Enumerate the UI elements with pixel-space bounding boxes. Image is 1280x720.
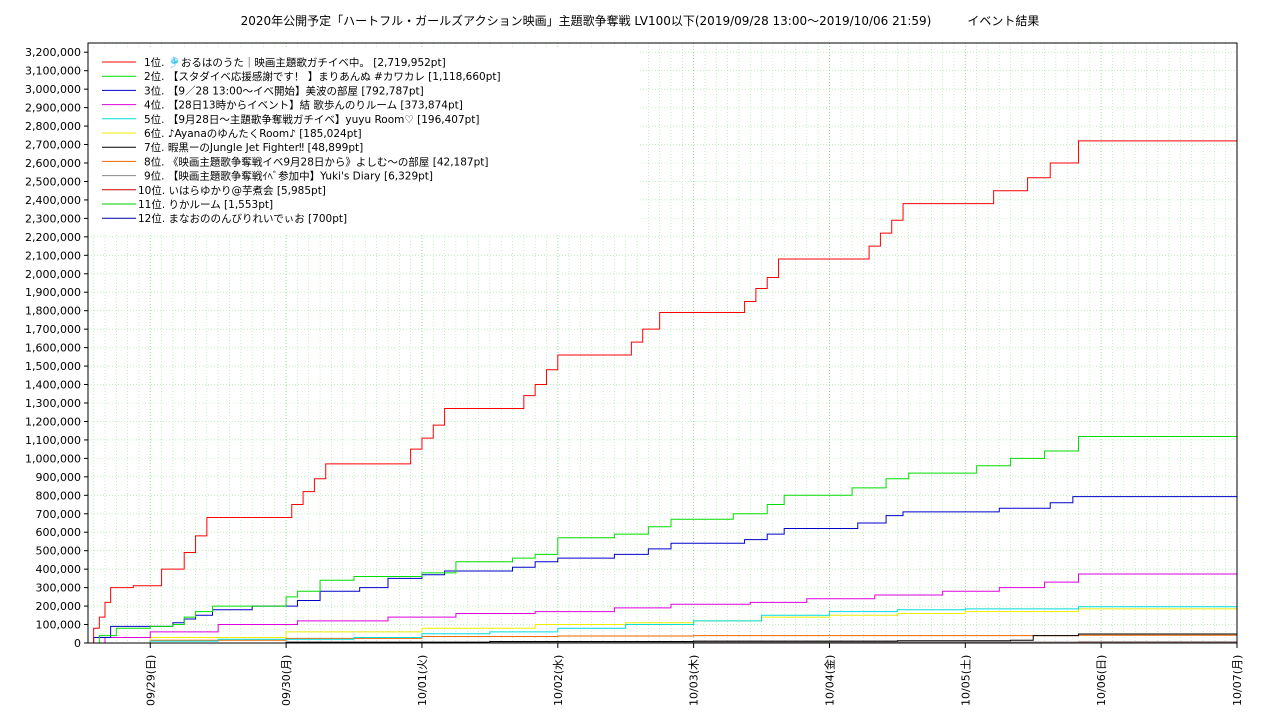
y-tick-label: 0 xyxy=(74,637,81,650)
series-line-6 xyxy=(88,608,1237,644)
legend-entry: 7位. 暇黒ーのJungle Jet Fighter‼ [48,899pt] xyxy=(144,141,363,154)
legend-entry: 9位. 【映画主題歌争奪戦ｲﾍﾞ参加中】Yuki's Diary [6,329p… xyxy=(144,170,433,183)
x-axis: 09/29(日) 09/30(月) 10/01(火) 10/02(水) 10/03(木)… xyxy=(144,643,1244,706)
x-tick-label: 09/30(月) xyxy=(280,655,293,706)
legend-entry: 1位. 🎐おるはのうた｜映画主題歌ガチイベ中。 [2,719,952pt] xyxy=(144,56,446,69)
y-tick-label: 1,900,000 xyxy=(25,286,81,299)
legend-entry: 10位. いはらゆかり@芋煮会 [5,985pt] xyxy=(138,184,326,197)
legend-entry: 4位. 【28日13時からイベント】結 歌歩んのりルーム [373,874pt] xyxy=(144,99,463,112)
y-tick-label: 700,000 xyxy=(36,508,82,521)
legend-entry: 12位. まなおののんびりれいでぃお [700pt] xyxy=(138,212,347,225)
series-line-2 xyxy=(88,435,1237,644)
y-tick-label: 3,100,000 xyxy=(25,65,81,78)
y-tick-label: 2,700,000 xyxy=(25,139,81,152)
y-axis: 0 100,000 200,000 300,000 400,000 500,000 600,… xyxy=(25,46,88,650)
y-tick-label: 2,600,000 xyxy=(25,157,81,170)
y-tick-label: 1,300,000 xyxy=(25,397,81,410)
y-tick-label: 2,800,000 xyxy=(25,120,81,133)
legend: 1位. 🎐おるはのうた｜映画主題歌ガチイベ中。 [2,719,952pt]2位.… xyxy=(89,47,639,233)
x-tick-label: 10/01(火) xyxy=(416,655,429,706)
series-line-7 xyxy=(88,633,1237,644)
y-tick-label: 2,300,000 xyxy=(25,212,81,225)
series-line-5 xyxy=(88,606,1237,644)
y-tick-label: 600,000 xyxy=(36,526,82,539)
y-tick-label: 2,000,000 xyxy=(25,268,81,281)
legend-entry: 5位. 【9月28日～主題歌争奪戦ガチイベ】yuyu Room♡ [196,40… xyxy=(144,113,480,126)
y-tick-label: 100,000 xyxy=(36,619,82,632)
legend-entry: 3位. 【9／28 13:00～イベ開始】美波の部屋 [792,787pt] xyxy=(144,84,424,97)
legend-background xyxy=(89,47,639,233)
y-tick-label: 1,600,000 xyxy=(25,342,81,355)
y-tick-label: 1,400,000 xyxy=(25,379,81,392)
y-tick-label: 2,100,000 xyxy=(25,249,81,262)
y-tick-label: 2,900,000 xyxy=(25,102,81,115)
legend-entry: 6位. ♪AyanaのゆんたくRoom♪ [185,024pt] xyxy=(144,127,362,140)
y-tick-label: 1,200,000 xyxy=(25,415,81,428)
x-tick-label: 10/07(月) xyxy=(1231,655,1244,706)
x-tick-label: 10/06(日) xyxy=(1095,655,1108,706)
y-tick-label: 1,700,000 xyxy=(25,323,81,336)
y-tick-label: 400,000 xyxy=(36,563,82,576)
y-tick-label: 200,000 xyxy=(36,600,82,613)
x-tick-label: 10/05(土) xyxy=(959,655,972,706)
series-line-8 xyxy=(88,634,1237,644)
y-tick-label: 900,000 xyxy=(36,471,82,484)
x-tick-label: 10/02(水) xyxy=(552,655,565,706)
x-tick-label: 10/04(金) xyxy=(822,655,836,706)
legend-entry: 2位. 【スタダイベ応援感謝です！ 】まりあんぬ #カワカレ [1,118,66… xyxy=(144,70,501,83)
y-tick-label: 1,000,000 xyxy=(25,452,81,465)
y-tick-label: 300,000 xyxy=(36,582,82,595)
legend-entry: 11位. りかルーム [1,553pt] xyxy=(138,198,273,211)
x-tick-label: 10/03(木) xyxy=(688,655,701,706)
plot-frame xyxy=(87,42,1238,644)
chart-title: 2020年公開予定「ハートフル・ガールズアクション映画」主題歌争奪戦 LV100… xyxy=(240,14,1040,28)
y-tick-label: 1,500,000 xyxy=(25,360,81,373)
series-line-1 xyxy=(88,140,1237,644)
series-line-4 xyxy=(88,573,1237,644)
y-tick-label: 1,100,000 xyxy=(25,434,81,447)
series-line-3 xyxy=(88,496,1237,644)
y-tick-label: 3,200,000 xyxy=(25,46,81,59)
y-tick-label: 1,800,000 xyxy=(25,305,81,318)
y-tick-label: 3,000,000 xyxy=(25,83,81,96)
y-tick-label: 2,200,000 xyxy=(25,231,81,244)
y-tick-label: 800,000 xyxy=(36,489,82,502)
legend-entry: 8位. 《映画主題歌争奪戦イベ9月28日から》よしむ～の部屋 [42,187pt… xyxy=(144,155,488,168)
y-tick-label: 500,000 xyxy=(36,545,82,558)
x-tick-label: 09/29(日) xyxy=(144,655,157,706)
y-tick-label: 2,400,000 xyxy=(25,194,81,207)
y-tick-label: 2,500,000 xyxy=(25,175,81,188)
